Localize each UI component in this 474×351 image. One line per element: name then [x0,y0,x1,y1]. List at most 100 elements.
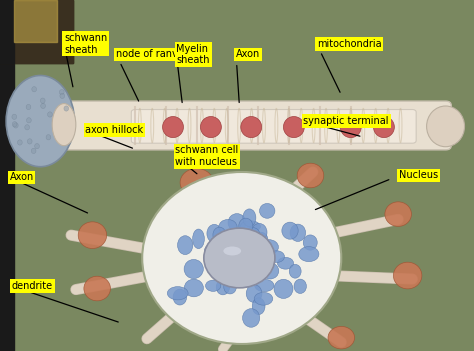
Ellipse shape [173,289,187,305]
Text: node of ranvier: node of ranvier [116,49,191,59]
Ellipse shape [31,148,36,153]
Ellipse shape [206,257,225,269]
Ellipse shape [18,140,22,145]
Ellipse shape [47,112,52,117]
Ellipse shape [213,227,226,243]
Bar [0,0,14,63]
Ellipse shape [6,75,74,167]
Ellipse shape [142,172,341,344]
Ellipse shape [277,257,293,269]
Ellipse shape [303,235,317,250]
Ellipse shape [204,228,275,288]
Ellipse shape [216,279,229,295]
Ellipse shape [32,87,36,92]
Bar [14,0,73,63]
Ellipse shape [251,223,267,241]
Ellipse shape [12,114,17,119]
Text: axon hillock: axon hillock [85,125,144,135]
Ellipse shape [243,209,256,227]
Ellipse shape [205,243,222,258]
Ellipse shape [269,251,284,263]
Ellipse shape [13,123,18,128]
Ellipse shape [41,103,46,108]
Text: Axon: Axon [236,49,260,59]
Ellipse shape [237,254,254,266]
Ellipse shape [248,257,264,275]
Ellipse shape [261,263,279,279]
Ellipse shape [201,117,221,138]
Ellipse shape [207,224,222,243]
Bar [14,0,57,42]
Ellipse shape [243,309,260,327]
Ellipse shape [254,292,273,305]
Text: Myelin
sheath: Myelin sheath [176,44,210,65]
Ellipse shape [25,125,29,130]
Ellipse shape [283,117,304,138]
Ellipse shape [163,117,183,138]
Ellipse shape [27,139,32,144]
Ellipse shape [299,247,319,262]
Ellipse shape [274,279,293,298]
Ellipse shape [60,93,64,99]
Ellipse shape [258,249,272,261]
Ellipse shape [282,222,298,239]
Ellipse shape [297,163,324,188]
Ellipse shape [246,285,262,303]
Ellipse shape [427,106,465,147]
Text: dendrite: dendrite [12,281,53,291]
Ellipse shape [340,117,361,138]
Ellipse shape [252,298,265,314]
FancyBboxPatch shape [131,110,416,143]
Bar [0,0,73,63]
Text: mitochondria: mitochondria [317,39,381,49]
Ellipse shape [244,255,260,272]
Text: Axon: Axon [9,172,34,182]
Ellipse shape [213,262,231,279]
Ellipse shape [238,255,249,270]
Ellipse shape [229,244,244,263]
Text: synaptic terminal: synaptic terminal [303,116,389,126]
Ellipse shape [374,117,394,138]
Text: Nucleus: Nucleus [399,171,438,180]
Ellipse shape [223,246,241,256]
Ellipse shape [241,117,262,138]
Ellipse shape [260,204,275,218]
Ellipse shape [258,252,272,270]
Ellipse shape [214,258,235,277]
Bar [0,0,14,351]
Ellipse shape [247,239,264,252]
Ellipse shape [255,279,274,292]
Ellipse shape [184,259,203,279]
Ellipse shape [259,240,278,254]
Ellipse shape [328,326,355,349]
FancyBboxPatch shape [54,101,451,150]
Bar [14,63,474,351]
Ellipse shape [248,246,260,261]
Ellipse shape [393,262,422,289]
Ellipse shape [26,104,31,110]
Ellipse shape [206,280,221,291]
Ellipse shape [254,232,268,246]
Ellipse shape [46,135,51,140]
Ellipse shape [237,274,253,287]
Ellipse shape [237,252,253,270]
Ellipse shape [178,236,193,254]
Ellipse shape [290,224,306,241]
Ellipse shape [192,229,204,249]
Ellipse shape [35,144,39,149]
Ellipse shape [59,90,64,95]
Ellipse shape [219,219,237,235]
Ellipse shape [12,121,17,127]
Ellipse shape [239,218,253,234]
Ellipse shape [167,287,188,300]
Ellipse shape [40,98,45,103]
Ellipse shape [184,279,203,297]
Ellipse shape [52,104,76,146]
Ellipse shape [385,202,411,226]
Ellipse shape [241,260,259,278]
Ellipse shape [289,264,301,278]
Ellipse shape [222,255,234,269]
Ellipse shape [294,279,306,293]
Ellipse shape [228,214,246,232]
Ellipse shape [233,254,251,273]
